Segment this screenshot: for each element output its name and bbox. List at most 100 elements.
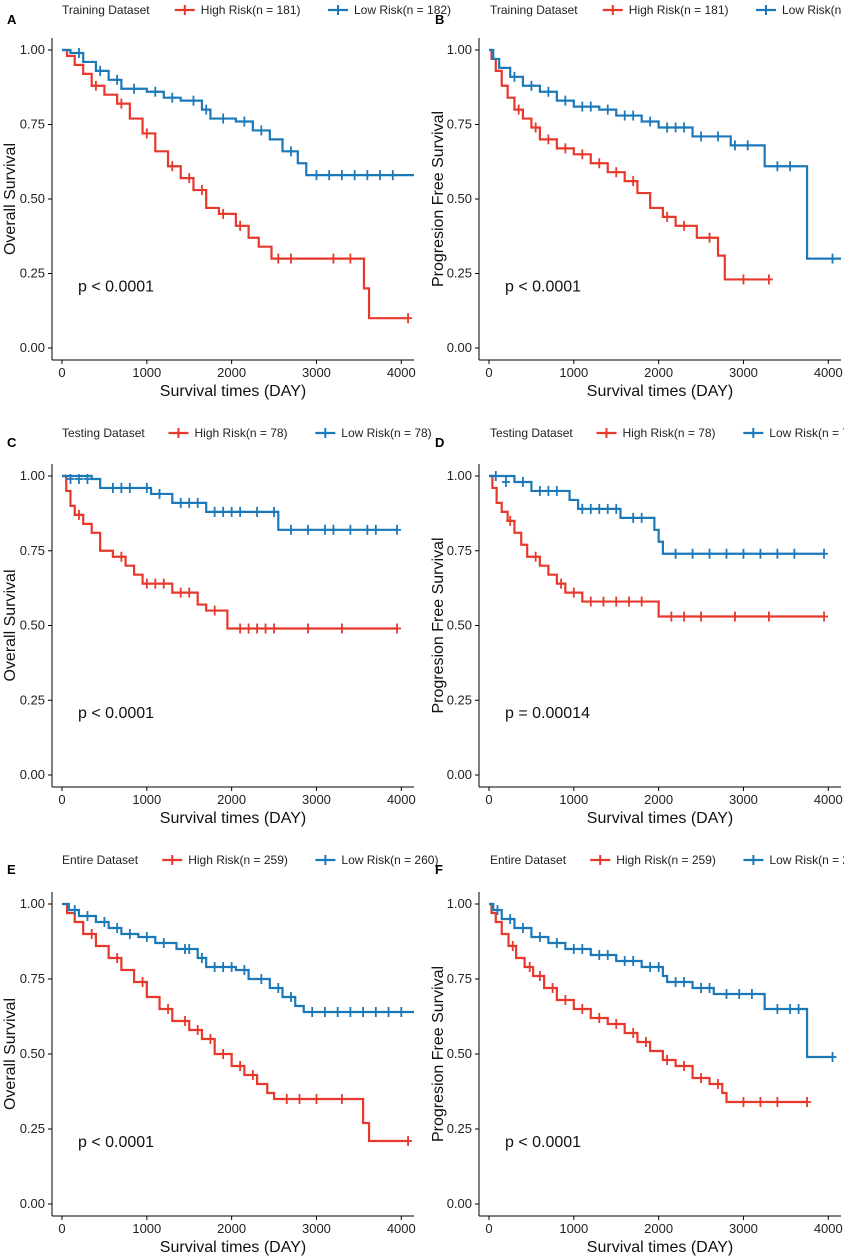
censor-mark <box>312 1094 321 1104</box>
censor-mark <box>312 170 321 181</box>
y-axis-title: Progresion Free Survival <box>430 537 447 713</box>
x-tick-label: 2000 <box>217 1221 246 1236</box>
x-tick-label: 1000 <box>132 1221 161 1236</box>
censor-mark <box>629 512 638 523</box>
x-axis-title: Survival times (DAY) <box>587 810 733 827</box>
censor-mark <box>637 596 646 607</box>
censor-mark <box>544 485 553 496</box>
censor-mark <box>535 971 544 981</box>
x-tick-label: 2000 <box>217 792 246 807</box>
censor-mark <box>697 983 706 993</box>
censor-mark <box>253 623 262 634</box>
x-axis-title: Survival times (DAY) <box>587 1239 733 1256</box>
panel-letter: A <box>7 12 17 27</box>
censor-mark <box>240 965 249 975</box>
censor-mark <box>371 524 380 535</box>
legend-high-risk-key <box>590 855 611 865</box>
survival-curve <box>489 48 841 260</box>
censor-mark <box>270 623 279 634</box>
series-low-risk <box>62 473 402 535</box>
y-tick-label: 0.00 <box>447 340 472 355</box>
y-axis-title: Overall Survival <box>2 998 19 1110</box>
series-high-risk <box>489 474 829 622</box>
x-tick-label: 4000 <box>814 365 843 380</box>
legend-high-risk-label: High Risk(n = 259) <box>188 853 288 867</box>
y-tick-label: 0.75 <box>20 543 45 558</box>
x-tick-label: 1000 <box>559 792 588 807</box>
censor-mark <box>100 917 109 927</box>
y-tick-label: 0.75 <box>20 117 45 132</box>
censor-mark <box>654 962 663 972</box>
censor-mark <box>240 116 249 127</box>
censor-mark <box>518 476 527 487</box>
censor-mark <box>764 611 773 622</box>
legend-title: Testing Dataset <box>490 426 573 440</box>
x-tick-label: 2000 <box>217 365 246 380</box>
censor-mark <box>151 578 160 589</box>
legend-low-risk-label: Low Risk(n = 260) <box>341 853 438 867</box>
censor-mark <box>180 1016 189 1026</box>
censor-mark <box>599 596 608 607</box>
censor-mark <box>117 482 126 493</box>
censor-mark <box>257 974 266 984</box>
series-high-risk <box>62 474 402 634</box>
censor-mark <box>193 1025 202 1035</box>
censor-mark <box>66 473 75 484</box>
censor-mark <box>629 956 638 966</box>
y-tick-label: 0.00 <box>20 1196 45 1211</box>
censor-mark <box>287 146 296 157</box>
censor-mark <box>210 962 219 972</box>
censor-mark <box>586 101 595 112</box>
series-high-risk <box>489 48 773 285</box>
censor-mark <box>363 170 372 181</box>
censor-mark <box>337 170 346 181</box>
y-tick-label: 0.25 <box>20 1121 45 1136</box>
legend-low-risk-key <box>743 855 764 865</box>
y-tick-label: 0.25 <box>20 692 45 707</box>
y-tick-label: 1.00 <box>20 896 45 911</box>
x-tick-label: 4000 <box>387 365 416 380</box>
y-tick-label: 0.75 <box>447 543 472 558</box>
panel-b: B Training Dataset High Risk(n = 181) Low R… <box>430 3 844 400</box>
censor-mark <box>74 47 83 58</box>
censor-mark <box>270 506 279 517</box>
panel-letter: D <box>435 435 444 450</box>
censor-mark <box>219 506 228 517</box>
y-tick-label: 0.50 <box>447 191 472 206</box>
panel-letter: E <box>7 862 16 877</box>
censor-mark <box>274 983 283 993</box>
panel-d: D Testing Dataset High Risk(n = 78) Low Ris… <box>430 426 844 827</box>
legend-title: Entire Dataset <box>490 853 567 867</box>
y-tick-label: 0.00 <box>447 767 472 782</box>
legend: Testing Dataset High Risk(n = 78) Low Risk… <box>62 426 432 440</box>
y-axis-title: Progresion Free Survival <box>430 966 447 1142</box>
p-value: p < 0.0001 <box>505 278 581 295</box>
censor-mark <box>108 482 117 493</box>
legend-low-risk-label: Low Risk(n = 182) <box>354 3 451 17</box>
censor-mark <box>552 938 561 948</box>
censor-mark <box>595 950 604 960</box>
x-tick-label: 1000 <box>132 792 161 807</box>
censor-mark <box>730 611 739 622</box>
series-high-risk <box>62 902 413 1146</box>
censor-mark <box>667 611 676 622</box>
censor-mark <box>739 1097 748 1107</box>
censor-mark <box>404 313 413 324</box>
censor-mark <box>722 989 731 999</box>
censor-mark <box>236 220 245 231</box>
series-high-risk <box>489 902 812 1107</box>
censor-mark <box>803 1097 812 1107</box>
censor-mark <box>663 211 672 222</box>
censor-mark <box>578 101 587 112</box>
legend-title: Training Dataset <box>490 3 578 17</box>
censor-mark <box>739 548 748 559</box>
censor-mark <box>303 623 312 634</box>
legend-high-risk-label: High Risk(n = 259) <box>616 853 716 867</box>
y-tick-label: 0.50 <box>20 1046 45 1061</box>
censor-mark <box>193 497 202 508</box>
censor-mark <box>620 956 629 966</box>
censor-mark <box>168 161 177 172</box>
censor-mark <box>603 950 612 960</box>
censor-mark <box>227 506 236 517</box>
y-tick-label: 0.25 <box>447 266 472 281</box>
